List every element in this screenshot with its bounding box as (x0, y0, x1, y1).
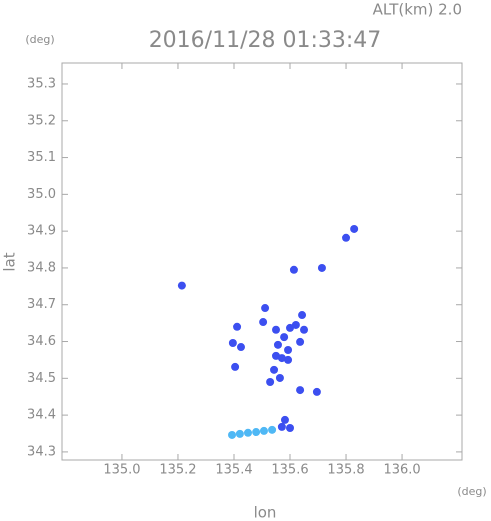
echo-point (273, 340, 282, 349)
x-tick-label: 135.2 (159, 463, 196, 478)
echo-point (277, 422, 286, 431)
x-axis-label: lon (254, 504, 277, 521)
y-tick-label: 35.3 (27, 76, 56, 91)
echo-point (228, 430, 237, 439)
echo-point (291, 320, 300, 329)
echo-point (284, 355, 293, 364)
echo-point (252, 428, 261, 437)
echo-point (177, 281, 186, 290)
echo-point (272, 325, 281, 334)
echo-point (268, 425, 277, 434)
y-tick-label: 34.4 (27, 408, 56, 423)
y-tick-label: 34.8 (27, 260, 56, 275)
echo-point (317, 263, 326, 272)
echo-point (296, 337, 305, 346)
echo-point (296, 386, 305, 395)
x-tick-label: 135.8 (327, 463, 364, 478)
echo-point (233, 322, 242, 331)
echo-point (228, 338, 237, 347)
echo-point (300, 325, 309, 334)
y-tick-label: 34.5 (27, 371, 56, 386)
echo-point (280, 415, 289, 424)
echo-point (298, 311, 307, 320)
x-tick-label: 135.4 (215, 463, 252, 478)
chart-title: 2016/11/28 01:33:47 (149, 28, 382, 53)
echo-point (259, 426, 268, 435)
echo-point (286, 423, 295, 432)
echo-point (261, 304, 270, 313)
echo-point (277, 354, 286, 363)
plot-frame (61, 62, 463, 461)
x-unit: (deg) (457, 485, 486, 498)
echo-point (312, 387, 321, 396)
y-tick-label: 34.9 (27, 224, 56, 239)
y-axis-label: lat (1, 252, 19, 271)
echo-point (342, 233, 351, 242)
echo-point (280, 333, 289, 342)
echo-point (350, 224, 359, 233)
echo-point (275, 373, 284, 382)
y-tick-label: 35.1 (27, 150, 56, 165)
echo-point (270, 365, 279, 374)
echo-point (231, 362, 240, 371)
y-tick-label: 34.3 (27, 444, 56, 459)
x-tick-label: 135.0 (103, 463, 140, 478)
echo-point (235, 429, 244, 438)
echo-point (266, 377, 275, 386)
echo-point (284, 345, 293, 354)
x-tick-label: 136.0 (383, 463, 420, 478)
echo-point (259, 318, 268, 327)
y-tick-label: 35.2 (27, 113, 56, 128)
subtitle: ALT(km) 2.0 (373, 1, 462, 19)
echo-point (289, 265, 298, 274)
y-tick-label: 34.7 (27, 297, 56, 312)
echo-point (236, 343, 245, 352)
echo-point (243, 428, 252, 437)
y-tick-label: 35.0 (27, 187, 56, 202)
y-tick-label: 34.6 (27, 334, 56, 349)
x-tick-label: 135.6 (271, 463, 308, 478)
y-unit: (deg) (25, 33, 54, 46)
